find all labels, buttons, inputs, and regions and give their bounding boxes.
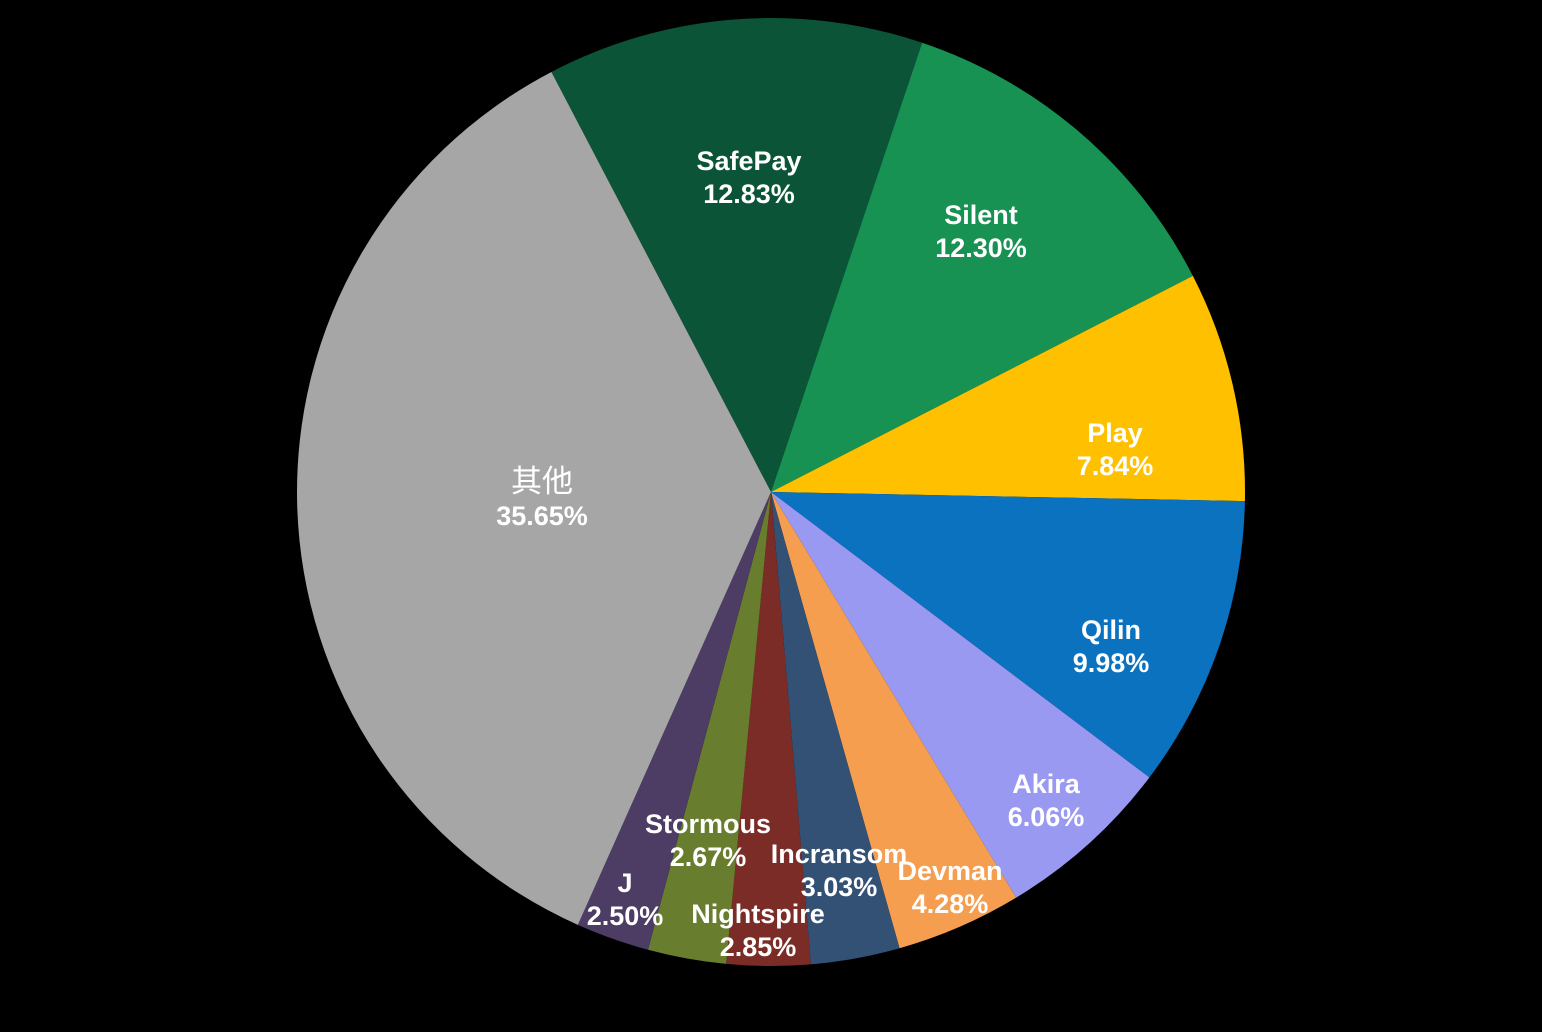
pie-slice-play	[771, 275, 1245, 502]
slice-label-incransom: Incransom 3.03%	[771, 839, 908, 902]
pie-labels: SafePay 12.83% Silent 12.30% Play 7.84% Qilin 9…	[496, 146, 1153, 962]
slice-label-safepay: SafePay 12.83%	[696, 146, 801, 209]
pie-slices	[297, 18, 1245, 967]
slice-label-play: Play 7.84%	[1077, 418, 1154, 481]
pie-slice-stormous	[647, 492, 771, 964]
pie-slice-devman	[771, 492, 1017, 949]
pie-slice-incransom	[771, 492, 900, 965]
pie-slice-qilin	[771, 492, 1245, 778]
slice-label-silent: Silent 12.30%	[935, 200, 1027, 263]
pie-slice-nightspire	[726, 492, 811, 967]
pie-slice-akira	[771, 492, 1150, 898]
pie-slice-safepay	[551, 18, 923, 492]
slice-label-other: 其他 35.65%	[496, 464, 588, 531]
slice-label-nightspire: Nightspire 2.85%	[691, 899, 825, 962]
slice-label-devman: Devman 4.28%	[897, 856, 1002, 919]
slice-label-stormous: Stormous 2.67%	[645, 809, 771, 872]
slice-label-j: J 2.50%	[587, 868, 664, 931]
pie-slice-other	[297, 71, 771, 925]
slice-label-akira: Akira 6.06%	[1008, 769, 1085, 832]
slice-label-qilin: Qilin 9.98%	[1073, 615, 1150, 678]
pie-slice-j	[577, 492, 771, 950]
pie-slice-silent	[771, 42, 1193, 493]
